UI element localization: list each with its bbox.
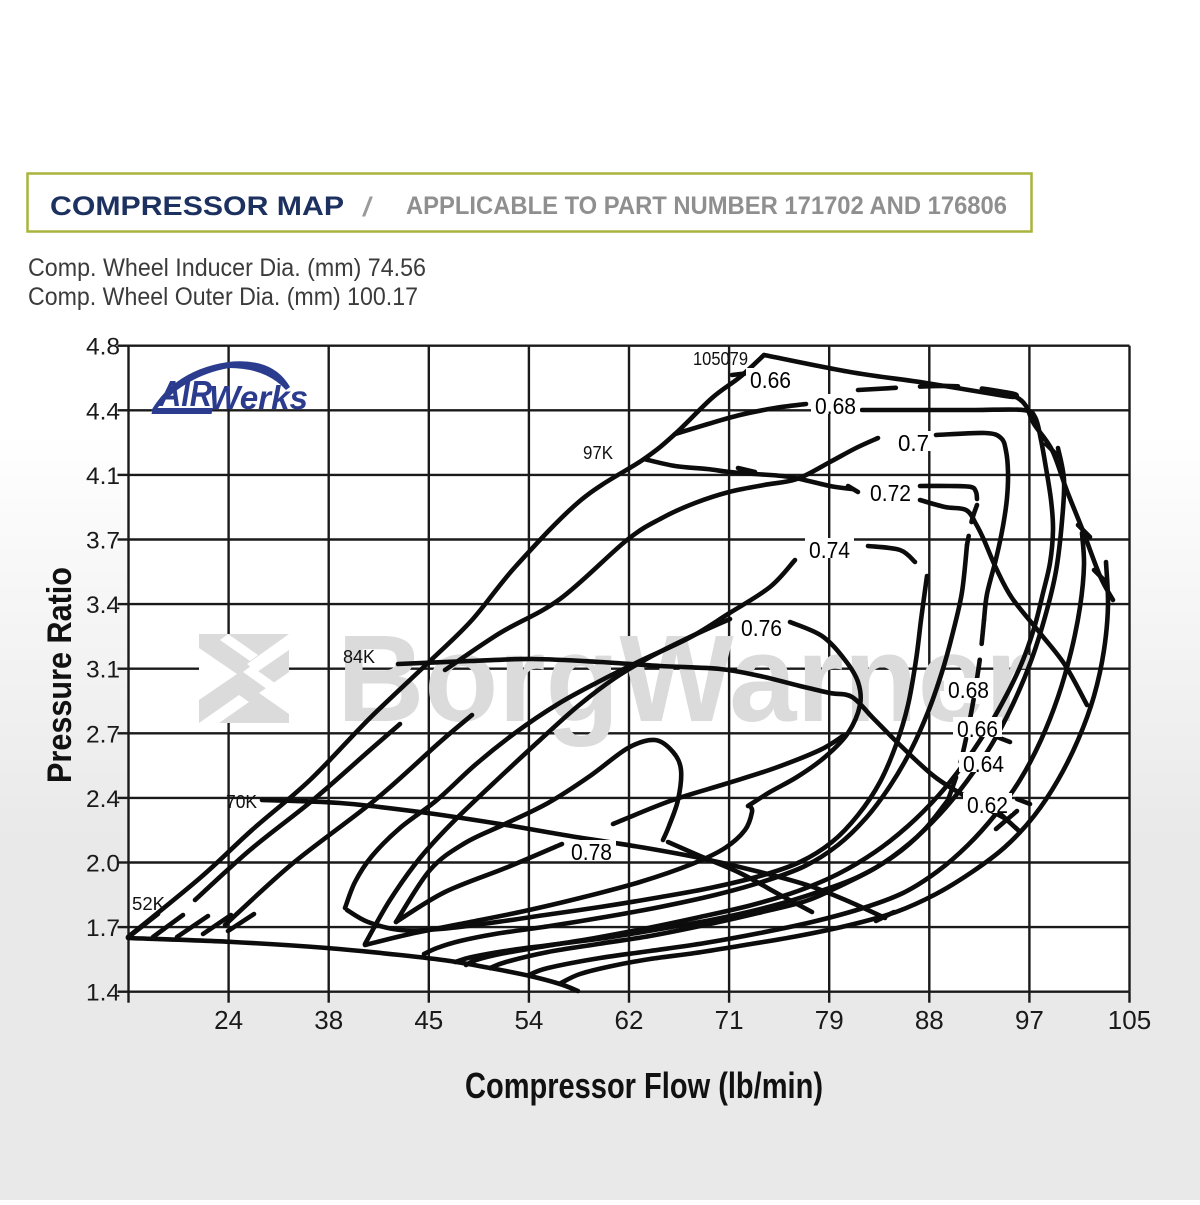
svg-text:0.64: 0.64 bbox=[963, 751, 1004, 777]
svg-text:0.66: 0.66 bbox=[750, 367, 791, 393]
svg-text:2.7: 2.7 bbox=[86, 721, 120, 748]
svg-text:38: 38 bbox=[314, 1005, 343, 1035]
svg-text:4.1: 4.1 bbox=[86, 463, 120, 490]
svg-text:Werks: Werks bbox=[209, 379, 308, 416]
svg-text:0.66: 0.66 bbox=[957, 716, 998, 742]
svg-text:105079: 105079 bbox=[693, 348, 748, 369]
svg-text:2.0: 2.0 bbox=[86, 851, 120, 878]
svg-text:97K: 97K bbox=[583, 442, 614, 463]
svg-text:88: 88 bbox=[915, 1005, 944, 1035]
svg-text:Pressure Ratio: Pressure Ratio bbox=[41, 567, 79, 783]
svg-text:BorgWarner: BorgWarner bbox=[337, 611, 1032, 748]
svg-text:3.4: 3.4 bbox=[86, 592, 120, 619]
svg-text:97: 97 bbox=[1015, 1005, 1044, 1035]
svg-text:24: 24 bbox=[214, 1005, 243, 1035]
svg-text:0.78: 0.78 bbox=[571, 839, 612, 865]
svg-text:4.4: 4.4 bbox=[86, 398, 120, 425]
svg-text:0.68: 0.68 bbox=[815, 393, 856, 419]
svg-text:105: 105 bbox=[1108, 1005, 1151, 1035]
svg-text:Comp. Wheel Outer Dia. (mm) 10: Comp. Wheel Outer Dia. (mm) 100.17 bbox=[28, 283, 418, 311]
svg-text:0.7: 0.7 bbox=[898, 430, 929, 456]
svg-text:45: 45 bbox=[414, 1005, 443, 1035]
svg-text:1.4: 1.4 bbox=[86, 980, 120, 1007]
svg-text:3.7: 3.7 bbox=[86, 528, 120, 555]
svg-text:62: 62 bbox=[615, 1005, 644, 1035]
svg-text:1.7: 1.7 bbox=[86, 915, 120, 942]
svg-text:2.4: 2.4 bbox=[86, 786, 120, 813]
svg-text:/: / bbox=[362, 192, 373, 222]
svg-text:0.68: 0.68 bbox=[948, 677, 989, 703]
svg-text:COMPRESSOR MAP: COMPRESSOR MAP bbox=[50, 191, 344, 221]
svg-text:54: 54 bbox=[514, 1005, 543, 1035]
svg-text:71: 71 bbox=[715, 1005, 744, 1035]
svg-text:84K: 84K bbox=[343, 646, 376, 667]
svg-text:52K: 52K bbox=[132, 893, 166, 914]
svg-text:APPLICABLE TO PART NUMBER 1717: APPLICABLE TO PART NUMBER 171702 AND 176… bbox=[406, 192, 1007, 220]
svg-text:0.74: 0.74 bbox=[809, 537, 850, 563]
svg-text:0.76: 0.76 bbox=[741, 615, 782, 641]
svg-text:70K: 70K bbox=[226, 791, 258, 812]
svg-text:Compressor Flow (lb/min): Compressor Flow (lb/min) bbox=[465, 1065, 823, 1106]
svg-text:Comp. Wheel Inducer Dia. (mm): Comp. Wheel Inducer Dia. (mm) 74.56 bbox=[28, 254, 426, 282]
svg-text:79: 79 bbox=[815, 1005, 844, 1035]
svg-text:0.62: 0.62 bbox=[967, 792, 1008, 818]
svg-text:0.72: 0.72 bbox=[870, 480, 911, 506]
svg-text:4.8: 4.8 bbox=[86, 334, 120, 361]
svg-text:3.1: 3.1 bbox=[86, 657, 120, 684]
